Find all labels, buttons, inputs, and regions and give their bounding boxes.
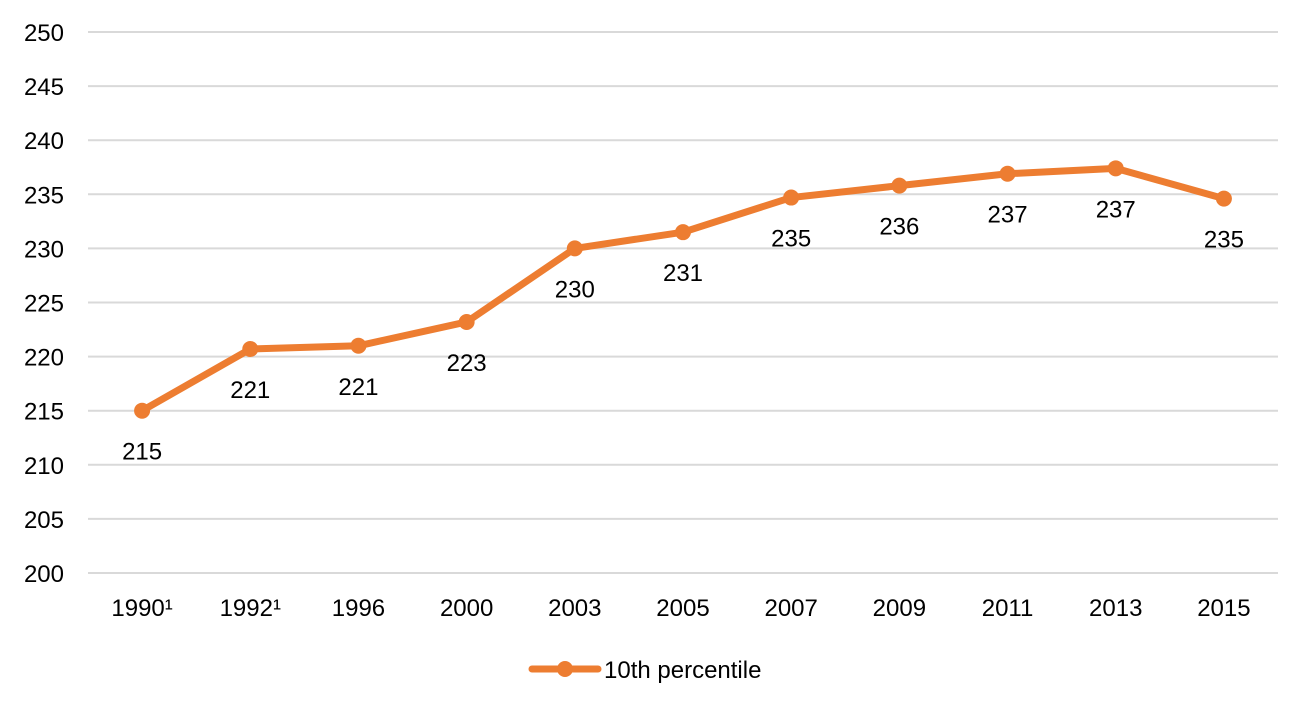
data-point	[1107, 160, 1124, 177]
series-10th-percentile: 215 221 221 223 230 231 235 236 237 237 235	[122, 160, 1244, 466]
x-tick-label: 2007	[764, 595, 817, 622]
data-label: 237	[1096, 196, 1136, 223]
gridlines	[88, 31, 1278, 574]
data-point	[783, 189, 800, 206]
data-point	[458, 313, 475, 330]
legend: 10th percentile	[528, 657, 761, 684]
x-tick-label: 2009	[873, 595, 926, 622]
data-label: 223	[447, 350, 487, 377]
y-tick-label: 240	[24, 128, 64, 155]
legend-label: 10th percentile	[604, 657, 761, 684]
data-label: 237	[988, 202, 1028, 229]
x-tick-label: 2005	[656, 595, 709, 622]
data-point	[999, 165, 1016, 182]
data-point	[242, 341, 259, 358]
data-label: 215	[122, 439, 162, 466]
y-tick-label: 200	[24, 561, 64, 588]
data-label: 235	[771, 226, 811, 253]
y-tick-label: 215	[24, 399, 64, 426]
y-tick-label: 230	[24, 236, 64, 263]
y-tick-label: 205	[24, 507, 64, 534]
y-tick-label: 235	[24, 182, 64, 209]
x-tick-label: 1996	[332, 595, 385, 622]
x-tick-label: 1990¹	[111, 595, 172, 622]
data-point	[566, 240, 583, 257]
data-label: 221	[338, 374, 378, 401]
y-tick-label: 245	[24, 74, 64, 101]
x-tick-label: 2013	[1089, 595, 1142, 622]
data-label: 236	[879, 214, 919, 241]
data-point	[1215, 190, 1232, 207]
data-label: 230	[555, 276, 595, 303]
data-point	[350, 337, 367, 354]
x-tick-label: 2000	[440, 595, 493, 622]
data-label: 235	[1204, 227, 1244, 254]
y-tick-label: 225	[24, 291, 64, 318]
data-label: 221	[230, 377, 270, 404]
x-axis-ticks: 1990¹ 1992¹ 1996 2000 2003 2005 2007 2009 2011 20…	[111, 595, 1250, 622]
x-tick-label: 2015	[1197, 595, 1250, 622]
x-tick-label: 2011	[982, 595, 1034, 622]
data-point	[675, 224, 691, 241]
x-tick-label: 1992¹	[220, 595, 281, 622]
y-tick-label: 210	[24, 453, 64, 480]
data-label: 231	[663, 260, 703, 287]
data-point	[134, 402, 151, 419]
y-axis-ticks: 200 205 210 215 220 225 230 235 240 245 250	[24, 20, 64, 588]
x-tick-label: 2003	[548, 595, 601, 622]
legend-marker-swatch	[557, 661, 573, 677]
series-line	[138, 164, 1228, 415]
data-point	[891, 177, 908, 194]
y-tick-label: 220	[24, 345, 64, 372]
y-tick-label: 250	[24, 20, 64, 47]
